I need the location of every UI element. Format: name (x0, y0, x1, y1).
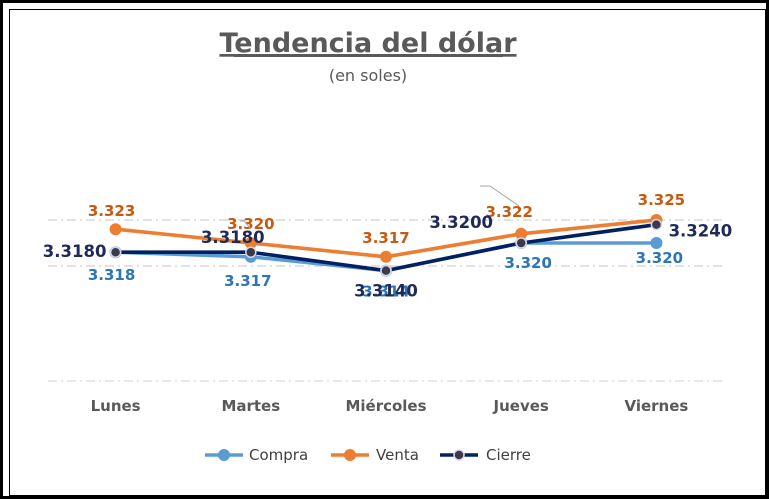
data-label-cierre: 3.3140 (354, 282, 418, 301)
legend: Compra Venta Cierre (205, 446, 531, 464)
chart-frame-inner (9, 9, 766, 496)
data-label-compra: 3.320 (504, 254, 551, 272)
data-label-venta: 3.323 (88, 202, 135, 220)
x-tick-label: Jueves (493, 397, 549, 415)
data-label-cierre: 3.3240 (669, 222, 733, 241)
leader-line (480, 185, 520, 207)
data-label-venta: 3.317 (362, 229, 409, 247)
data-label-venta: 3.325 (638, 191, 685, 209)
x-tick-label: Martes (221, 397, 280, 415)
data-label-cierre: 3.3180 (43, 242, 107, 261)
marker-venta (244, 237, 257, 249)
data-label-compra: 3.317 (224, 272, 271, 290)
data-label-compra: 3.318 (88, 266, 135, 284)
marker-cierre (245, 246, 257, 258)
legend-swatch-marker (453, 449, 465, 461)
marker-cierre (650, 218, 663, 231)
x-axis: Lunes Martes Miércoles Jueves Viernes (48, 380, 724, 415)
x-tick-label: Lunes (91, 397, 141, 415)
marker-venta (380, 250, 392, 263)
x-tick-label: Viernes (624, 397, 688, 415)
marker-cierre (380, 264, 392, 277)
data-label-cierre: 3.3180 (201, 228, 265, 247)
marker-venta (515, 227, 528, 240)
data-label-cierre: 3.3200 (429, 213, 493, 232)
data-label-venta: 3.322 (485, 203, 532, 221)
marker-compra (650, 237, 663, 249)
legend-swatch-marker (344, 449, 356, 461)
data-label-compra: 3.314 (362, 283, 409, 301)
chart-subtitle: (en soles) (329, 66, 407, 85)
x-tick-label: Miércoles (345, 397, 426, 415)
legend-swatch-marker (218, 449, 230, 461)
data-label-compra: 3.320 (636, 249, 683, 267)
series-group (109, 214, 663, 277)
marker-venta (109, 223, 122, 236)
data-labels: 3.318 3.317 3.314 3.320 3.320 3.323 3.320 3.317… (43, 185, 733, 301)
marker-cierre (515, 237, 527, 249)
leader-line (240, 220, 251, 229)
legend-label: Cierre (486, 446, 531, 464)
legend-label: Compra (249, 446, 308, 464)
data-label-venta: 3.320 (227, 215, 274, 233)
chart-title: Tendencia del dólar (219, 28, 517, 59)
marker-cierre (109, 246, 122, 258)
legend-label: Venta (376, 446, 419, 464)
